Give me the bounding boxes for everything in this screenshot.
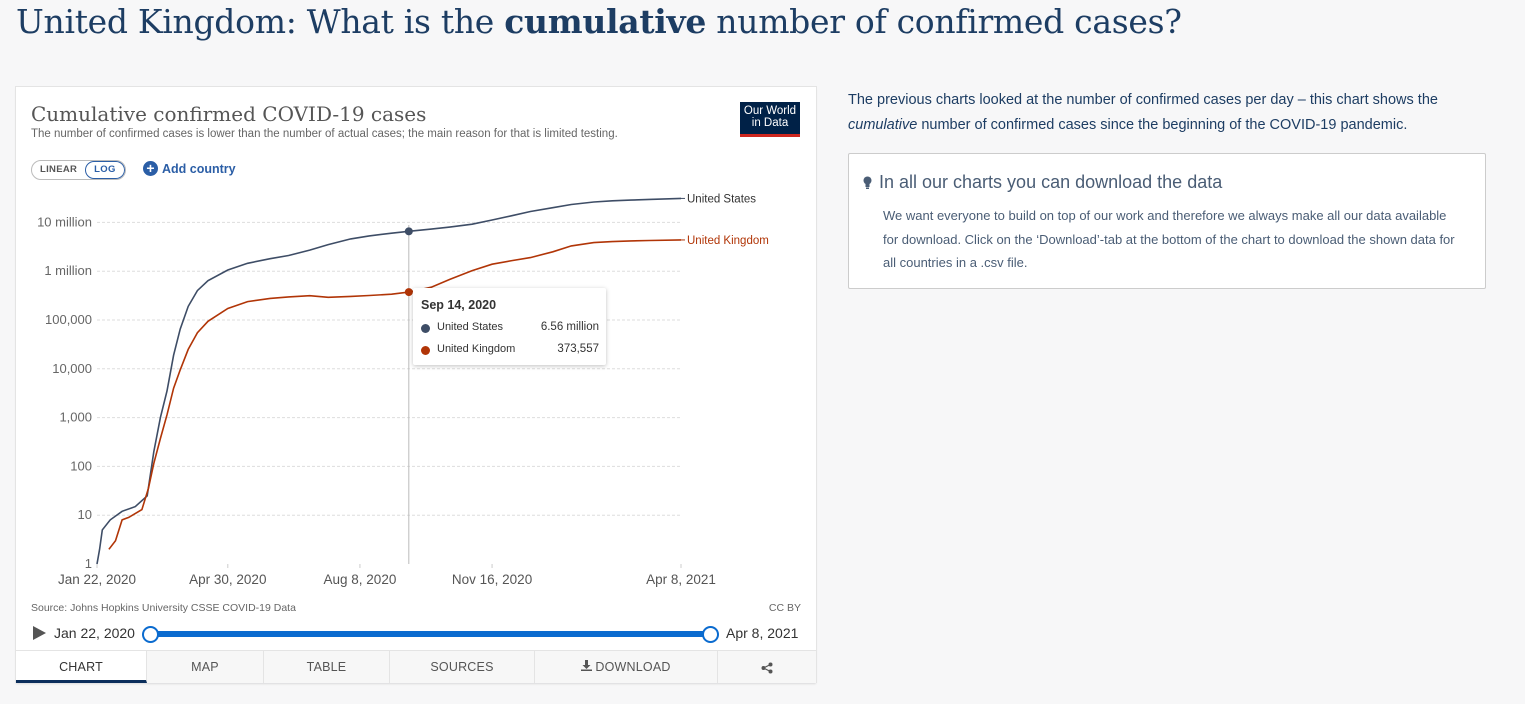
tooltip-value-uk: 373,557 [557, 343, 599, 355]
x-tick-label: Jan 22, 2020 [58, 572, 136, 587]
tooltip-name-uk: United Kingdom [437, 343, 516, 355]
scale-toggle: LINEAR LOG [31, 160, 126, 180]
y-tick-label: 100 [70, 458, 92, 473]
owid-logo[interactable]: Our World in Data [740, 102, 800, 137]
y-tick-label: 10 [78, 507, 92, 522]
page-title: United Kingdom: What is the cumulative n… [16, 2, 1182, 41]
timeline-start-label: Jan 22, 2020 [54, 625, 135, 641]
timeline-end-label: Apr 8, 2021 [726, 625, 799, 641]
license-link[interactable]: CC BY [768, 602, 801, 614]
tab-sources[interactable]: SOURCES [390, 651, 535, 683]
chart-subtitle: The number of confirmed cases is lower t… [31, 128, 618, 140]
tooltip-value-us: 6.56 million [540, 321, 599, 333]
tab-map[interactable]: MAP [147, 651, 264, 683]
tab-download[interactable]: DOWNLOAD [535, 651, 718, 683]
plus-circle-icon: + [143, 161, 158, 176]
y-tick-label: 10,000 [52, 361, 92, 376]
y-tick-label: 1,000 [59, 410, 92, 425]
scale-log-button[interactable]: LOG [85, 161, 125, 179]
y-tick-label: 1 million [44, 263, 92, 278]
timeline-start-handle[interactable] [142, 626, 159, 643]
timeline-end-handle[interactable] [702, 626, 719, 643]
tooltip-name-us: United States [437, 321, 504, 333]
tab-download-label: DOWNLOAD [595, 660, 671, 674]
logo-line-2: in Data [751, 117, 789, 129]
logo-line-1: Our World [743, 105, 797, 117]
tooltip-dot-us [421, 324, 430, 333]
tooltip-row-us: United States 6.56 million [421, 321, 599, 337]
y-tick-label: 1 [85, 556, 92, 571]
chart-tabs: CHART MAP TABLE SOURCES DOWNLOAD [16, 650, 816, 683]
add-country-button[interactable]: + Add country [143, 161, 236, 176]
share-icon [761, 662, 773, 674]
tab-chart[interactable]: CHART [16, 651, 147, 683]
intro-paragraph: The previous charts looked at the number… [848, 92, 1438, 133]
lightbulb-icon [863, 176, 872, 189]
tooltip-row-uk: United Kingdom 373,557 [421, 343, 599, 359]
series-line-uk [108, 239, 682, 550]
y-tick-label: 100,000 [45, 312, 92, 327]
series-line-us [96, 197, 682, 565]
y-tick-label: 10 million [37, 214, 92, 229]
line-chart[interactable]: 1 10 100 1,000 10,000 100,000 1 million 10 mill… [16, 87, 816, 592]
x-tick-label: Nov 16, 2020 [452, 572, 532, 587]
tab-share[interactable] [718, 651, 816, 683]
info-title: In all our charts you can download the d… [863, 172, 1222, 193]
info-body: We want everyone to build on top of our … [883, 208, 1455, 270]
info-title-text: In all our charts you can download the d… [879, 172, 1223, 192]
download-info-box: In all our charts you can download the d… [848, 153, 1486, 289]
scale-linear-button[interactable]: LINEAR [40, 164, 78, 175]
series-label: United Kingdom [687, 235, 769, 247]
tab-table[interactable]: TABLE [264, 651, 390, 683]
source-note[interactable]: Source: Johns Hopkins University CSSE CO… [31, 602, 296, 614]
hover-point [404, 227, 413, 236]
hover-tooltip: Sep 14, 2020 United States 6.56 million … [413, 288, 606, 365]
hover-point [404, 288, 413, 297]
tooltip-date: Sep 14, 2020 [421, 298, 497, 312]
tooltip-dot-uk [421, 346, 430, 355]
timeline-track[interactable] [149, 631, 710, 637]
add-country-label: Add country [162, 161, 236, 176]
download-icon [581, 660, 593, 671]
series-label: United States [687, 193, 756, 205]
chart-title: Cumulative confirmed COVID-19 cases [31, 102, 427, 126]
x-tick-label: Apr 30, 2020 [189, 572, 266, 587]
x-tick-label: Apr 8, 2021 [646, 572, 716, 587]
chart-card: Cumulative confirmed COVID-19 cases The … [16, 87, 816, 683]
x-tick-label: Aug 8, 2020 [324, 572, 397, 587]
play-icon[interactable] [33, 626, 46, 640]
